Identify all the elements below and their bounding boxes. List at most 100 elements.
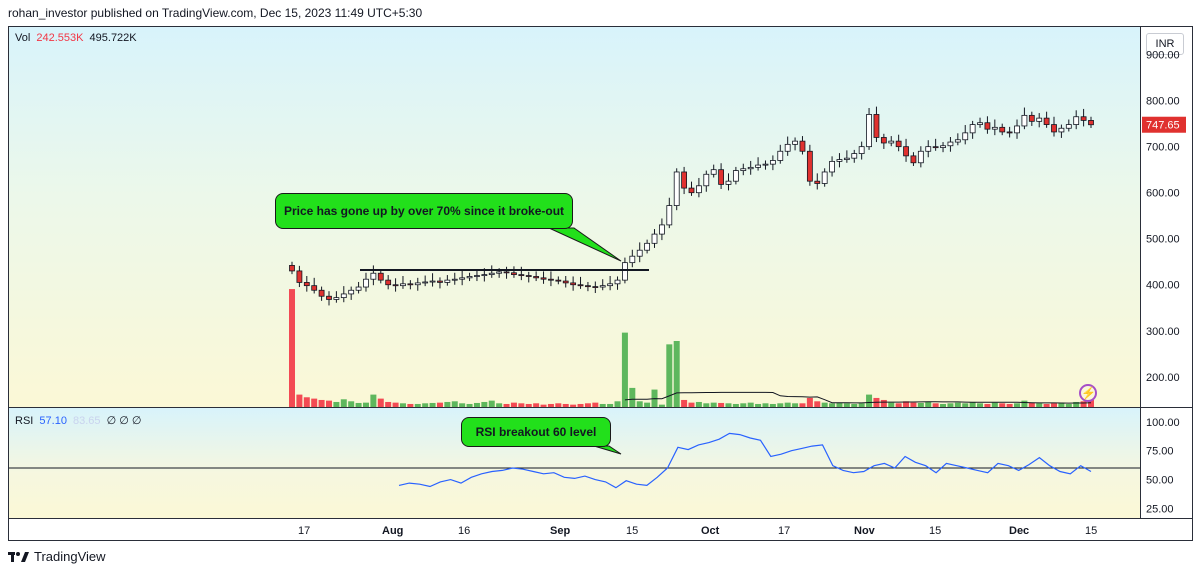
candle-body bbox=[503, 271, 510, 274]
volume-bar bbox=[843, 403, 850, 407]
candle-body bbox=[836, 159, 843, 162]
volume-bar bbox=[333, 401, 340, 407]
candle-body bbox=[377, 272, 384, 281]
rsi-chart[interactable] bbox=[9, 408, 1193, 519]
volume-bar bbox=[311, 398, 318, 407]
rsi-tick-label: 75.00 bbox=[1146, 446, 1174, 458]
candle-body bbox=[340, 293, 347, 299]
candle-body bbox=[910, 155, 917, 164]
candle-body bbox=[548, 278, 554, 281]
volume-bar bbox=[621, 332, 628, 407]
volume-bar bbox=[710, 402, 717, 407]
candle-body bbox=[858, 146, 865, 154]
volume-bar bbox=[325, 400, 332, 407]
candle-body bbox=[562, 280, 569, 284]
candle-body bbox=[1058, 127, 1065, 133]
candle-body bbox=[459, 277, 466, 280]
volume-bar bbox=[777, 403, 784, 407]
candle-body bbox=[762, 163, 769, 166]
volume-bar bbox=[340, 399, 347, 407]
candle-body bbox=[422, 281, 429, 284]
rsi-axis[interactable] bbox=[1140, 408, 1192, 518]
callout-price-pointer bbox=[548, 227, 622, 262]
rsi-label: RSI bbox=[15, 415, 34, 427]
volume-bar bbox=[1088, 399, 1094, 407]
volume-bar bbox=[303, 397, 310, 407]
candle-body bbox=[392, 284, 399, 287]
candle-body bbox=[718, 169, 724, 185]
volume-bar bbox=[888, 402, 895, 407]
candle-body bbox=[1021, 114, 1028, 127]
volume-bar bbox=[451, 401, 458, 407]
volume-bar bbox=[414, 403, 421, 407]
callout-rsi: RSI breakout 60 level bbox=[461, 417, 611, 447]
candle-body bbox=[1065, 124, 1072, 129]
time-axis[interactable]: 17 Aug 16 Sep 15 Oct 17 Nov 15 Dec 15 bbox=[8, 519, 1193, 541]
candle-body bbox=[829, 160, 835, 173]
volume-bar bbox=[1036, 403, 1043, 407]
volume-bar bbox=[917, 402, 924, 407]
volume-bar bbox=[503, 403, 510, 407]
candle-body bbox=[895, 140, 902, 148]
time-axis-labels: 17 Aug 16 Sep 15 Oct 17 Nov 15 Dec 15 bbox=[298, 525, 1097, 537]
candle-body bbox=[991, 126, 998, 130]
price-tick-label: 300.00 bbox=[1146, 326, 1180, 338]
candle-body bbox=[577, 284, 584, 287]
candle-body bbox=[326, 295, 332, 300]
candle-body bbox=[814, 180, 821, 184]
volume-legend: Vol 242.553K 495.722K bbox=[15, 32, 137, 44]
volume-bar bbox=[570, 404, 577, 407]
tradingview-logo-icon bbox=[8, 551, 29, 562]
time-tick-label: Sep bbox=[550, 525, 570, 537]
lightning-icon[interactable]: ⚡ bbox=[1079, 384, 1097, 402]
rsi-tick-label: 25.00 bbox=[1146, 503, 1174, 515]
rsi-tick-label: 50.00 bbox=[1146, 475, 1174, 487]
rsi-panel[interactable]: RSI 57.10 83.65 ∅ ∅ ∅ 25.00 50.00 75.00 100… bbox=[8, 407, 1193, 519]
price-axis[interactable]: INR bbox=[1140, 27, 1192, 407]
candle-body bbox=[1051, 124, 1057, 133]
volume-bar bbox=[348, 401, 355, 407]
rsi-tick-label: 100.00 bbox=[1146, 417, 1180, 429]
volume-bar bbox=[1065, 403, 1072, 407]
time-tick-label: Aug bbox=[382, 525, 403, 537]
volume-bar bbox=[370, 394, 377, 407]
candle-body bbox=[747, 166, 754, 170]
candle-body bbox=[777, 150, 784, 161]
volume-bar bbox=[851, 403, 858, 407]
volume-bar bbox=[984, 403, 991, 407]
candle-body bbox=[644, 242, 651, 251]
price-chart[interactable] bbox=[9, 27, 1193, 408]
volume-bar bbox=[747, 402, 754, 407]
volume-bar bbox=[488, 400, 495, 407]
candle-body bbox=[511, 272, 517, 276]
volume-bar bbox=[562, 403, 569, 407]
time-tick-label: 17 bbox=[298, 525, 310, 537]
candle-body bbox=[821, 171, 828, 184]
publish-header: rohan_investor published on TradingView.… bbox=[8, 6, 423, 20]
price-panel[interactable]: Vol 242.553K 495.722K INR 200.00 300.00 40… bbox=[8, 26, 1193, 408]
volume-bar bbox=[459, 403, 466, 407]
candle-body bbox=[481, 274, 488, 277]
time-tick-label: 16 bbox=[458, 525, 470, 537]
volume-bar bbox=[1080, 401, 1087, 407]
volume-bar bbox=[821, 402, 828, 407]
volume-bar bbox=[1058, 402, 1065, 407]
candle-body bbox=[969, 124, 976, 134]
candle-body bbox=[1006, 131, 1013, 134]
candle-body bbox=[725, 180, 732, 185]
currency-button[interactable]: INR bbox=[1146, 33, 1184, 55]
rsi-na: ∅ ∅ ∅ bbox=[106, 415, 142, 427]
candle-body bbox=[318, 289, 325, 297]
volume-bar bbox=[422, 403, 429, 407]
candle-body bbox=[880, 137, 887, 144]
volume-bar bbox=[533, 403, 540, 407]
volume-bar bbox=[436, 402, 443, 407]
candle-body bbox=[1014, 125, 1020, 134]
volume-bar bbox=[1043, 403, 1050, 407]
volume-bar bbox=[444, 401, 451, 407]
candle-body bbox=[792, 140, 798, 145]
volume-bar bbox=[296, 394, 303, 407]
candle-body bbox=[303, 282, 310, 287]
candle-body bbox=[311, 285, 318, 291]
footer-brand[interactable]: TradingView bbox=[8, 549, 106, 564]
